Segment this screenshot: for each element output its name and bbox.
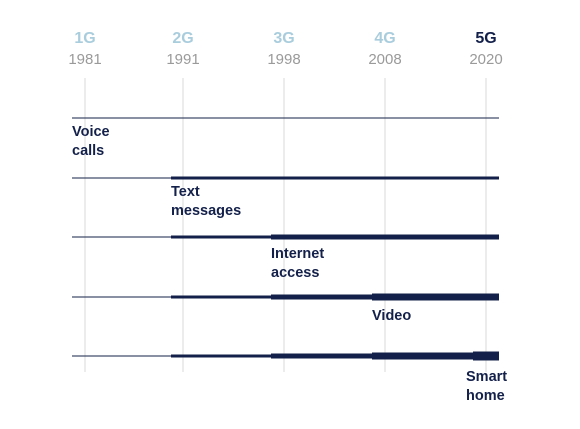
timeline-segment-row2-5g (473, 176, 499, 180)
timeline-segment-row3-1g (72, 236, 171, 238)
generation-label-3g: 3G (273, 30, 295, 47)
generation-label-4g: 4G (374, 30, 396, 47)
timeline-segment-row1-4g (372, 117, 473, 119)
timeline-segment-row2-3g (271, 176, 372, 180)
generation-label-5g: 5G (475, 30, 497, 47)
year-label-2020: 2020 (469, 51, 503, 68)
timeline-segment-row5-2g (171, 354, 271, 358)
milestone-voice-calls: Voice calls (72, 124, 110, 159)
timeline-segment-row3-4g (372, 234, 473, 240)
timeline-segment-row4-3g (271, 294, 372, 300)
timeline-segment-row4-5g (473, 293, 499, 301)
timeline-segment-row3-2g (171, 235, 271, 239)
generation-label-2g: 2G (172, 30, 194, 47)
year-label-1998: 1998 (267, 51, 301, 68)
year-label-2008: 2008 (368, 51, 402, 68)
timeline-segment-row5-3g (271, 353, 372, 359)
generation-label-1g: 1G (74, 30, 96, 47)
timeline-segment-row5-4g (372, 352, 473, 360)
timeline-segment-row5-1g (72, 355, 171, 357)
timeline-segment-row3-5g (473, 234, 499, 240)
timeline-segment-row1-5g (473, 117, 499, 119)
timeline-segment-row4-2g (171, 295, 271, 299)
timeline-segment-row2-1g (72, 177, 171, 179)
timeline-segment-row4-4g (372, 293, 473, 301)
timeline-segment-row2-2g (171, 176, 271, 180)
milestone-smart-home: Smart home (466, 369, 508, 404)
timeline-segment-row1-3g (271, 117, 372, 119)
timeline-segment-row3-3g (271, 234, 372, 240)
timeline-segment-row1-1g (72, 117, 171, 119)
milestone-text-messages: Text messages (171, 184, 242, 219)
milestone-internet-access: Internet access (271, 246, 325, 281)
milestone-video: Video (372, 308, 412, 324)
timeline-segment-row2-4g (372, 176, 473, 180)
year-label-1981: 1981 (68, 51, 102, 68)
timeline-segment-row5-5g (473, 351, 499, 361)
timeline-segment-row1-2g (171, 117, 271, 119)
year-label-1991: 1991 (166, 51, 200, 68)
timeline-segment-row4-1g (72, 296, 171, 298)
